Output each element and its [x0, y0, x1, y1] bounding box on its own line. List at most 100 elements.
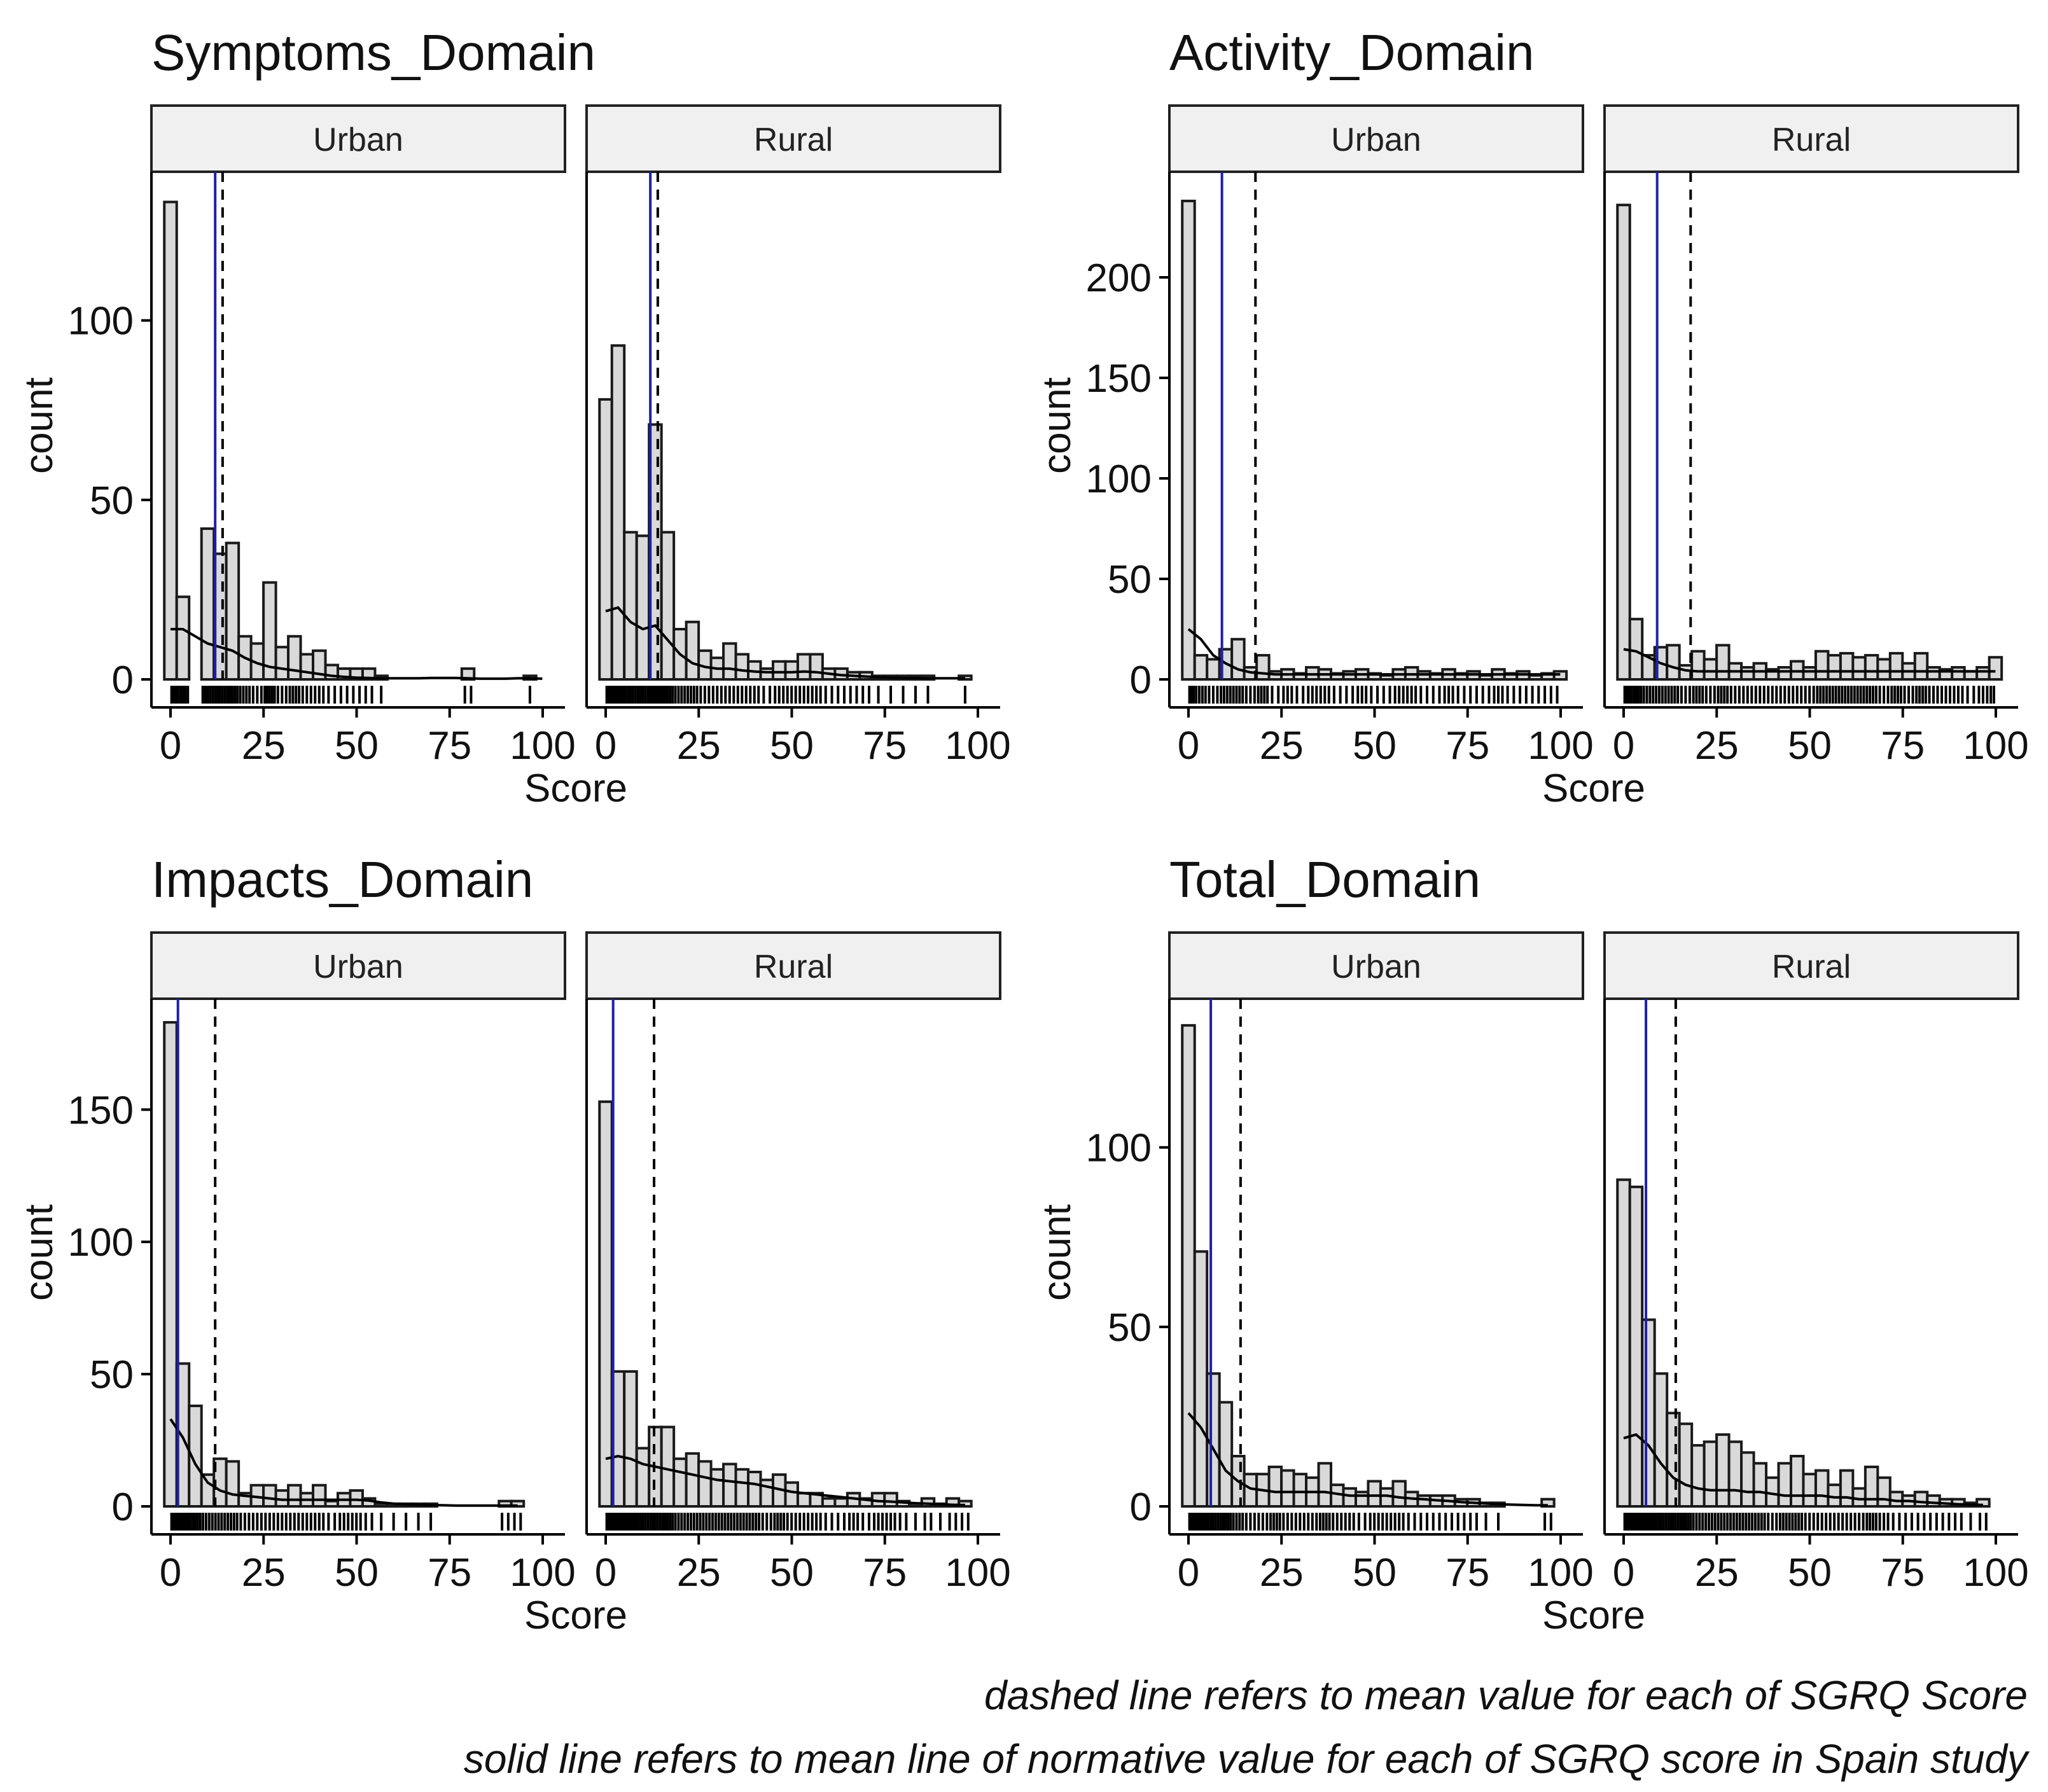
- x-tick-label: 0: [1613, 724, 1634, 768]
- y-tick-label: 200: [1086, 256, 1152, 300]
- histogram-bar: [598, 1100, 613, 1508]
- facet-strip-label: Rural: [1772, 122, 1851, 158]
- histogram-bar: [1678, 1422, 1694, 1508]
- histogram-bar: [1988, 656, 2003, 681]
- facet-strip-label: Rural: [754, 122, 833, 158]
- histogram-bar: [1975, 666, 1991, 681]
- facet-strip-label: Rural: [754, 948, 833, 985]
- histogram-bar: [709, 1468, 725, 1508]
- x-tick-label: 100: [1963, 724, 2028, 768]
- y-axis-label: count: [1035, 1204, 1079, 1301]
- x-tick-label: 0: [1178, 724, 1199, 768]
- histogram-bar: [324, 1499, 339, 1508]
- histogram-bar: [809, 653, 824, 681]
- histogram-bar: [1391, 1480, 1407, 1508]
- histogram-bar: [274, 646, 290, 681]
- histogram-bar: [1267, 1465, 1283, 1508]
- caption: dashed line refers to mean value for eac…: [464, 1664, 2028, 1791]
- histogram-bar: [1416, 1494, 1432, 1508]
- x-tick-label: 100: [945, 724, 1010, 768]
- histogram-bar: [1255, 654, 1271, 681]
- histogram-bar: [784, 1481, 799, 1508]
- histogram-bar: [660, 1426, 676, 1508]
- x-tick-label: 25: [1695, 724, 1739, 768]
- histogram-bar: [747, 1470, 762, 1508]
- x-tick-label: 50: [770, 1551, 814, 1595]
- y-tick-label: 150: [68, 1088, 134, 1132]
- histogram-bar: [1193, 1250, 1209, 1508]
- x-tick-label: 0: [595, 1551, 616, 1595]
- panel-urban: Urban 0 25 50 75 100 0 50 100: [68, 104, 576, 768]
- panel-rural: Rural 0 25 50 75 100: [1603, 104, 2029, 768]
- x-tick-label: 25: [1260, 724, 1304, 768]
- histogram-bar: [1641, 1318, 1656, 1508]
- x-tick-label: 75: [1881, 724, 1925, 768]
- x-tick-label: 75: [1881, 1551, 1925, 1595]
- chart-title: Activity_Domain: [1169, 24, 1535, 81]
- y-tick-label: 0: [112, 658, 134, 702]
- x-tick-label: 100: [1528, 724, 1593, 768]
- histogram-bar: [225, 1460, 240, 1508]
- histogram-bar: [1528, 674, 1543, 681]
- x-tick-label: 50: [335, 724, 379, 768]
- histogram-bar: [1540, 1497, 1556, 1508]
- x-tick-label: 0: [595, 724, 616, 768]
- histogram-bar: [1740, 666, 1755, 681]
- histogram-bar: [1379, 674, 1395, 681]
- histogram-bar: [287, 635, 302, 681]
- histogram-bar: [821, 1497, 837, 1508]
- histogram-bar: [1715, 1433, 1731, 1508]
- facet-strip: [150, 104, 566, 173]
- histogram-bar: [697, 1460, 713, 1508]
- density-curve: [171, 628, 543, 680]
- histogram-bar: [1690, 649, 1706, 681]
- histogram-bar: [1666, 1412, 1681, 1508]
- x-tick-label: 75: [1445, 724, 1489, 768]
- panel-rural: Rural 0 25 50 75 100: [1603, 931, 2029, 1595]
- panel-urban: Urban 0 25 50 75 100 0 50 100: [1086, 931, 1594, 1595]
- facet-strip-label: Urban: [1331, 122, 1421, 158]
- histogram-bar: [1802, 1473, 1817, 1508]
- density-curve: [605, 606, 965, 680]
- histogram-bar: [1193, 654, 1209, 681]
- histogram-bar: [1839, 1469, 1855, 1508]
- x-tick-label: 50: [1788, 724, 1832, 768]
- x-tick-label: 75: [863, 724, 907, 768]
- histogram-bar: [1951, 666, 1966, 681]
- histogram-bar: [262, 1483, 277, 1508]
- facet-strip: [585, 931, 1001, 1000]
- facet-strip-label: Urban: [1331, 948, 1421, 985]
- histogram-bar: [1975, 1497, 1991, 1508]
- x-tick-label: 50: [1353, 1551, 1397, 1595]
- y-tick-label: 100: [1086, 457, 1152, 501]
- histogram-bar: [1181, 199, 1196, 681]
- histogram-bar: [1913, 1490, 1929, 1508]
- histogram-bar: [722, 642, 737, 681]
- y-axis-label: count: [17, 377, 61, 474]
- panel-urban: Urban 0 25 50 75 100 0 50 100 150: [68, 931, 576, 1595]
- x-tick-label: 50: [335, 1551, 379, 1595]
- facet-strip: [1603, 931, 2019, 1000]
- chart-title: Impacts_Domain: [151, 851, 533, 908]
- x-tick-label: 25: [677, 1551, 721, 1595]
- histogram-bar: [1478, 674, 1494, 681]
- facet-strip-label: Urban: [313, 122, 403, 158]
- facet-strip: [150, 931, 566, 1000]
- x-axis-label: Score: [524, 1594, 627, 1637]
- histogram-bar: [1913, 651, 1929, 681]
- histogram-bar: [1690, 1444, 1706, 1508]
- histogram-bar: [1926, 666, 1941, 681]
- histogram-bar: [1666, 644, 1681, 681]
- histogram-bar: [1230, 637, 1246, 681]
- x-tick-label: 50: [1788, 1551, 1832, 1595]
- density-curve: [1187, 1412, 1548, 1507]
- histogram-bar: [1863, 654, 1879, 681]
- histogram-bar: [225, 541, 240, 681]
- x-tick-label: 25: [242, 724, 286, 768]
- histogram-bar: [1752, 1462, 1768, 1508]
- histogram-bar: [1876, 658, 1891, 681]
- density-curve: [1187, 628, 1561, 676]
- x-tick-label: 100: [945, 1551, 1010, 1595]
